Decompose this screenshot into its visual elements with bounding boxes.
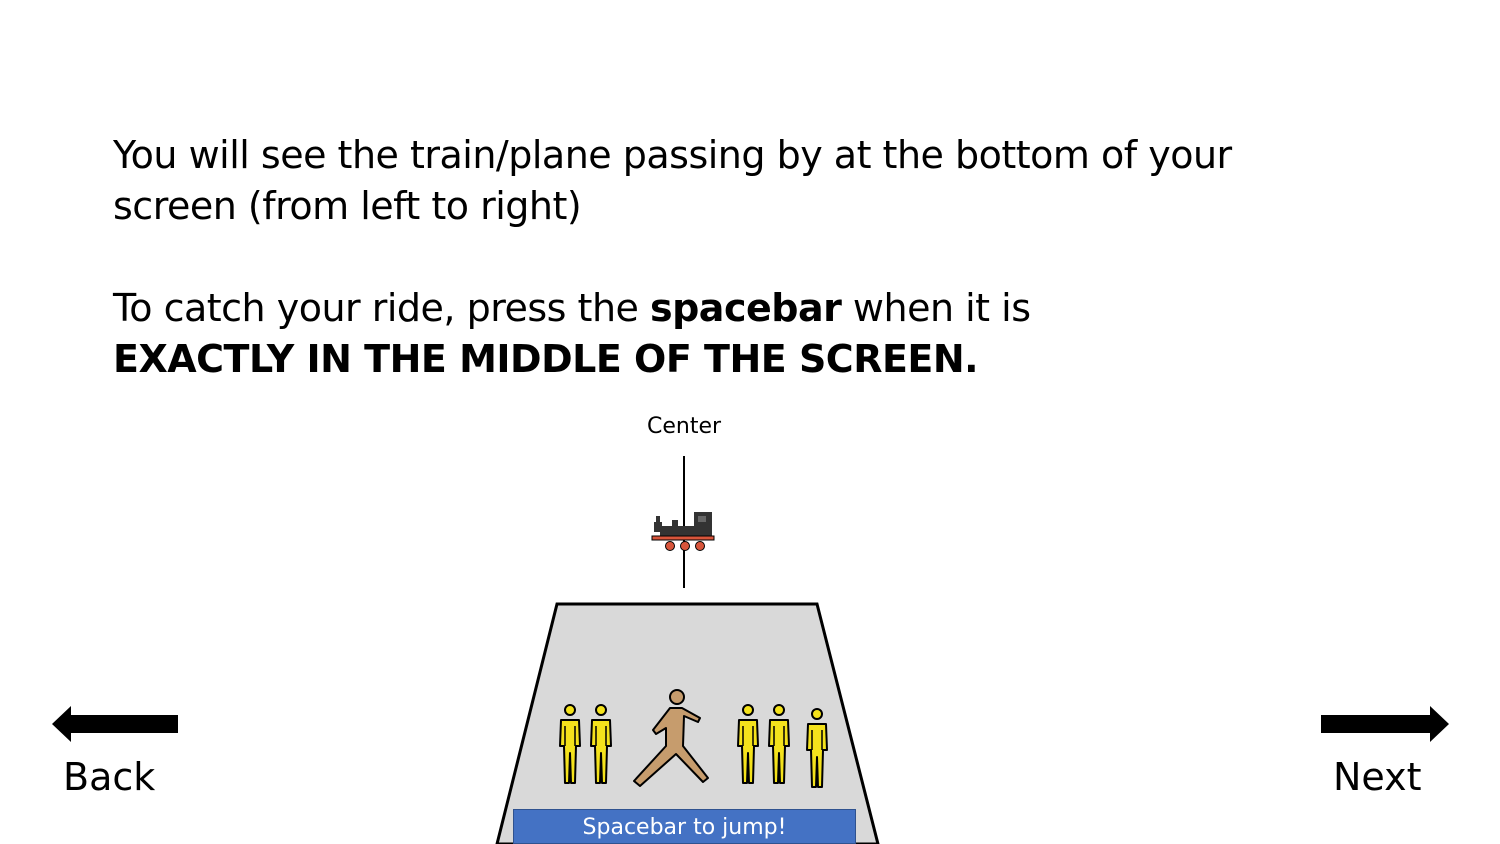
instructions-text: You will see the train/plane passing by …	[113, 130, 1363, 385]
instruction-paragraph-1: You will see the train/plane passing by …	[113, 130, 1363, 232]
instruction-line-1: You will see the train/plane passing by …	[113, 133, 1232, 228]
instruction-line-2-suffix: when it is	[841, 286, 1031, 330]
next-button[interactable]: Next	[1333, 755, 1422, 799]
back-button[interactable]: Back	[63, 755, 156, 799]
center-label: Center	[646, 414, 722, 439]
instruction-spacebar-emphasis: spacebar	[649, 286, 842, 330]
instruction-line-2-prefix: To catch your ride, press the	[113, 286, 650, 330]
spacebar-jump-banner: Spacebar to jump!	[513, 809, 856, 844]
instruction-paragraph-2: To catch your ride, press the spacebar w…	[113, 283, 1363, 385]
arrow-left-icon[interactable]	[52, 706, 178, 742]
train-icon	[651, 512, 715, 551]
platform	[495, 602, 880, 844]
arrow-right-icon[interactable]	[1321, 706, 1449, 742]
jumping-person-icon	[633, 689, 709, 787]
instruction-middle-emphasis: EXACTLY IN THE MIDDLE OF THE SCREEN.	[113, 337, 979, 381]
